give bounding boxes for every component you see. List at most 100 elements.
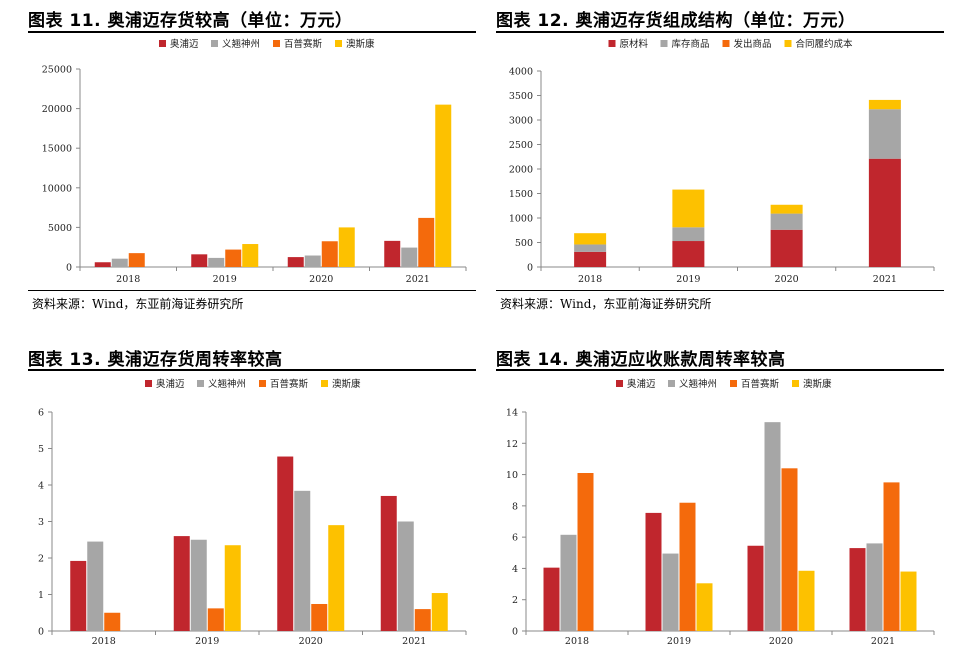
y-tick-label: 25000 (42, 65, 72, 76)
bar (380, 495, 397, 631)
bar (321, 241, 338, 267)
title-rule (496, 369, 944, 371)
legend-label: 库存商品 (672, 38, 710, 50)
y-tick-label: 14 (506, 408, 518, 419)
source-note: 资料来源：Wind，东亚前海证券研究所 (32, 297, 244, 311)
legend-swatch (335, 40, 342, 47)
legend-swatch (145, 380, 152, 387)
y-tick-label: 2500 (509, 140, 533, 151)
x-tick-label: 2020 (775, 274, 799, 285)
bar (781, 468, 798, 631)
legend-label: 澳斯康 (803, 378, 832, 390)
bar (128, 253, 145, 267)
bar-segment (868, 109, 901, 159)
legend-swatch (159, 40, 166, 47)
bar (764, 422, 781, 631)
bar (294, 490, 311, 631)
y-tick-label: 1500 (509, 189, 533, 200)
legend-swatch (608, 40, 616, 47)
y-tick-label: 3 (38, 517, 44, 528)
bar (577, 473, 594, 631)
bar (384, 240, 401, 267)
legend-label: 发出商品 (734, 38, 772, 50)
bar (798, 570, 815, 631)
x-tick-label: 2019 (213, 274, 237, 285)
legend-swatch (730, 380, 737, 387)
chart-title: 图表 14. 奥浦迈应收账款周转率较高 (496, 350, 786, 370)
bar-segment (770, 229, 803, 267)
bar (277, 456, 294, 631)
y-tick-label: 2000 (509, 165, 533, 176)
source-note: 资料来源：Wind，东亚前海证券研究所 (500, 297, 712, 311)
chart-panel-inventory: 图表 11. 奥浦迈存货较高（单位：万元） 奥浦迈 义翘神州 百普赛斯 澳斯康 0 500… (28, 6, 476, 326)
x-tick-label: 2019 (667, 636, 691, 646)
y-tick-label: 12 (506, 439, 518, 450)
x-tick-label: 2021 (406, 274, 430, 285)
legend-label: 义翘神州 (222, 38, 260, 50)
legend-label: 百普赛斯 (741, 378, 780, 390)
bar (883, 482, 900, 631)
bar (401, 247, 418, 267)
bar (94, 262, 111, 267)
bar-segment (574, 244, 607, 252)
y-tick-label: 0 (66, 263, 72, 274)
title-rule (496, 31, 944, 33)
bar (304, 255, 321, 267)
bar (900, 571, 917, 631)
bar-segment (672, 227, 705, 242)
bar (397, 521, 414, 631)
bar (70, 560, 87, 631)
bar-segment (868, 158, 901, 267)
chart-panel-inventory-turnover: 图表 13. 奥浦迈存货周转率较高 奥浦迈 义翘神州 百普赛斯 澳斯康 0 1 2 3 4 5 6 2… (28, 345, 476, 646)
source-rule (496, 290, 944, 291)
y-tick-label: 0 (512, 627, 518, 638)
x-tick-label: 2018 (578, 274, 602, 285)
legend-label: 合同履约成本 (796, 38, 854, 50)
title-rule (28, 31, 476, 33)
bar (190, 539, 207, 631)
y-tick-label: 2 (512, 595, 518, 606)
bar (747, 545, 764, 631)
bar (207, 608, 224, 631)
bar (311, 603, 328, 631)
chart-title: 图表 13. 奥浦迈存货周转率较高 (28, 350, 283, 370)
legend-label: 奥浦迈 (170, 38, 199, 50)
x-tick-label: 2021 (873, 274, 897, 285)
bar (679, 502, 696, 631)
title-rule (28, 369, 476, 371)
bar-chart-receivables-turnover: 奥浦迈 义翘神州 百普赛斯 澳斯康 0 2 4 6 8 10 12 14 2018 2019 2020 202… (506, 378, 935, 646)
bar-segment (770, 213, 803, 230)
bar (338, 227, 355, 267)
bar-segment (672, 189, 705, 228)
bar-segment (770, 204, 803, 214)
legend-swatch (784, 40, 792, 47)
legend-label: 原材料 (620, 38, 649, 50)
bar-segment (672, 241, 705, 267)
legend-swatch (660, 40, 668, 47)
x-tick-label: 2021 (402, 636, 426, 646)
y-tick-label: 8 (512, 501, 518, 512)
legend-label: 义翘神州 (679, 378, 717, 390)
y-tick-label: 10 (506, 470, 518, 481)
legend-label: 义翘神州 (208, 378, 246, 390)
y-tick-label: 4 (38, 481, 44, 492)
y-tick-label: 5000 (48, 223, 72, 234)
bar-segment (574, 233, 607, 245)
y-tick-label: 1000 (509, 214, 533, 225)
chart-panel-receivables-turnover: 图表 14. 奥浦迈应收账款周转率较高 奥浦迈 义翘神州 百普赛斯 澳斯康 0 2 4 6 8 1… (496, 345, 944, 646)
bar (208, 257, 225, 267)
y-tick-label: 5 (38, 444, 44, 455)
bar-segment (868, 99, 901, 110)
bar (418, 217, 435, 267)
bar (104, 612, 121, 631)
x-tick-label: 2020 (769, 636, 793, 646)
legend-swatch (259, 380, 266, 387)
source-rule (28, 290, 476, 291)
legend-label: 澳斯康 (332, 378, 361, 390)
legend-swatch (273, 40, 280, 47)
bar (173, 536, 190, 631)
y-tick-label: 0 (527, 263, 533, 274)
y-tick-label: 0 (38, 627, 44, 638)
legend-swatch (321, 380, 328, 387)
y-tick-label: 6 (512, 533, 518, 544)
